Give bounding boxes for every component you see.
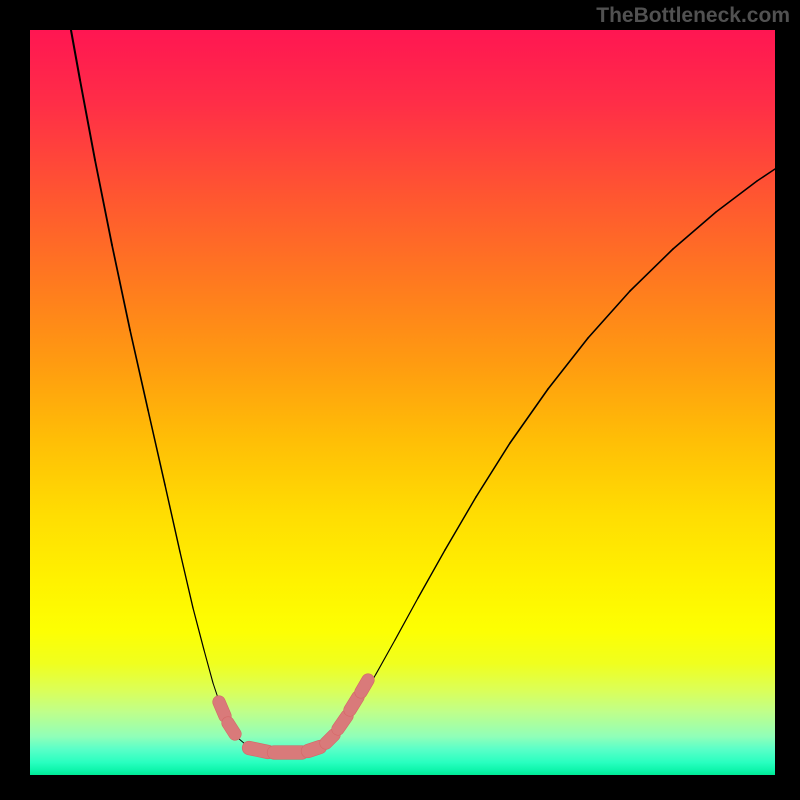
marker-capsule-outline xyxy=(338,716,347,729)
curve-layer xyxy=(30,30,775,775)
marker-capsule-outline xyxy=(308,747,320,751)
bottleneck-curve xyxy=(67,30,775,753)
marker-group xyxy=(219,680,368,753)
curve-segment xyxy=(395,598,418,640)
marker-capsule-outline xyxy=(350,697,358,710)
curve-segment xyxy=(376,640,395,674)
curve-segment xyxy=(238,738,249,748)
marker-capsule xyxy=(350,697,358,710)
curve-segment xyxy=(193,608,204,650)
curve-segment xyxy=(130,330,148,410)
curve-segment xyxy=(588,291,630,338)
marker-capsule xyxy=(308,747,320,751)
curve-segment xyxy=(229,725,238,738)
plot-area xyxy=(30,30,775,775)
curve-segment xyxy=(67,30,80,80)
curve-segment xyxy=(630,249,673,291)
curve-segment xyxy=(418,550,445,598)
marker-capsule xyxy=(228,723,235,734)
curve-segment xyxy=(757,159,775,181)
marker-capsule xyxy=(361,680,368,692)
marker-capsule-outline xyxy=(249,748,268,752)
curve-segment xyxy=(673,212,716,249)
marker-capsule-outline xyxy=(219,702,225,716)
curve-segment xyxy=(716,181,757,212)
curve-segment xyxy=(112,245,130,330)
curve-segment xyxy=(165,485,180,552)
curve-segment xyxy=(295,751,310,753)
watermark-text: TheBottleneck.com xyxy=(596,4,790,28)
curve-segment xyxy=(333,722,346,737)
curve-segment xyxy=(213,683,221,707)
marker-capsule-outline xyxy=(228,723,235,734)
marker-capsule xyxy=(219,702,225,716)
curve-segment xyxy=(95,160,112,245)
curve-segment xyxy=(445,497,476,550)
marker-capsule-outline xyxy=(361,680,368,692)
curve-segment xyxy=(346,701,360,722)
curve-segment xyxy=(310,746,322,751)
curve-segment xyxy=(180,552,193,608)
curve-segment xyxy=(476,443,510,497)
curve-segment xyxy=(204,650,213,683)
curve-segment xyxy=(322,737,333,746)
curve-segment xyxy=(221,707,229,725)
marker-capsule xyxy=(326,735,334,743)
curve-segment xyxy=(548,338,588,389)
curve-segment xyxy=(262,752,278,753)
marker-capsule-outline xyxy=(326,735,334,743)
marker-capsule xyxy=(249,748,268,752)
curve-segment xyxy=(249,748,262,753)
curve-segment xyxy=(510,389,548,443)
curve-segment xyxy=(360,674,376,701)
curve-segment xyxy=(80,80,95,160)
root: TheBottleneck.com xyxy=(0,0,800,800)
curve-segment xyxy=(148,410,165,485)
marker-capsule xyxy=(338,716,347,729)
gradient-background xyxy=(30,30,775,775)
